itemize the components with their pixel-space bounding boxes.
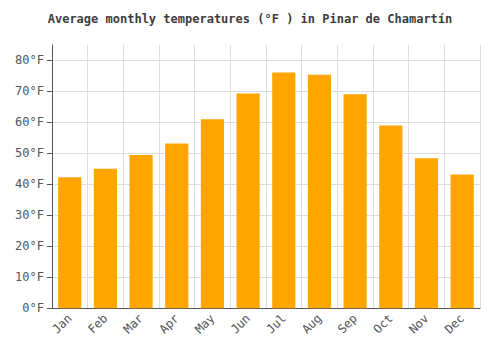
svg-text:Jan: Jan <box>49 311 74 336</box>
svg-text:Mar: Mar <box>121 311 146 336</box>
svg-text:60°F: 60°F <box>15 115 44 129</box>
svg-text:0°F: 0°F <box>22 301 44 315</box>
svg-text:20°F: 20°F <box>15 239 44 253</box>
svg-text:30°F: 30°F <box>15 208 44 222</box>
svg-text:Sep: Sep <box>335 311 360 336</box>
svg-text:Dec: Dec <box>442 311 467 336</box>
svg-text:Oct: Oct <box>371 311 396 336</box>
svg-text:10°F: 10°F <box>15 270 44 284</box>
svg-text:70°F: 70°F <box>15 84 44 98</box>
svg-text:May: May <box>192 311 217 336</box>
svg-text:Jul: Jul <box>264 311 289 336</box>
svg-text:Apr: Apr <box>156 311 181 336</box>
svg-text:Feb: Feb <box>85 311 110 336</box>
svg-text:Jun: Jun <box>228 311 253 336</box>
svg-text:Average monthly temperatures (: Average monthly temperatures (°F ) in Pi… <box>48 12 453 26</box>
svg-text:Nov: Nov <box>406 311 431 336</box>
svg-text:80°F: 80°F <box>15 53 44 67</box>
svg-text:40°F: 40°F <box>15 177 44 191</box>
svg-text:50°F: 50°F <box>15 146 44 160</box>
svg-text:Aug: Aug <box>299 311 324 336</box>
